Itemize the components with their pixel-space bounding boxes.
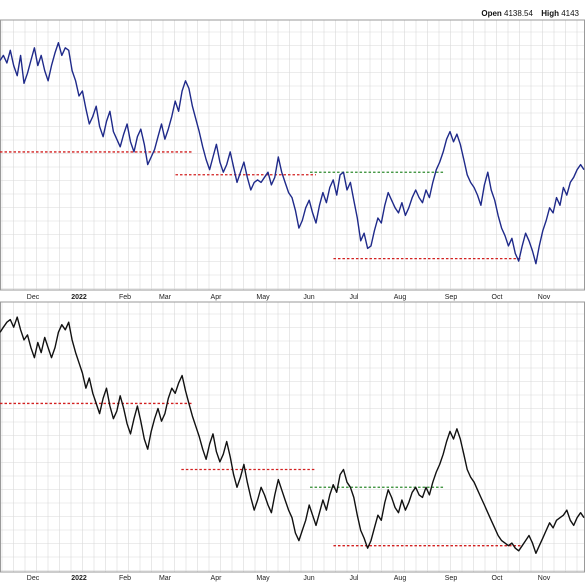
x-tick-label: Mar [159,294,172,301]
series-line [0,42,585,265]
x-tick-label: Feb [119,294,131,301]
x-tick-label: 2022 [71,575,87,582]
high-label: High [541,9,559,18]
x-tick-label: May [256,575,270,582]
series-line [0,316,585,554]
x-tick-label: Apr [211,575,223,582]
x-tick-label: Oct [492,294,503,301]
x-tick-label: Mar [159,575,172,582]
x-tick-label: Aug [394,294,407,301]
x-tick-label: Aug [394,575,407,582]
x-tick-label: Dec [27,294,40,301]
panel-border [0,19,585,291]
x-tick-label: Jun [303,575,314,582]
x-tick-label: Nov [538,294,551,301]
x-tick-label: May [256,294,270,301]
x-tick-label: 2022 [71,294,87,301]
x-tick-label: Sep [445,575,458,582]
x-tick-label: Apr [211,294,223,301]
open-label: Open [481,9,502,18]
x-tick-label: Sep [445,294,458,301]
x-tick-label: Jul [350,575,359,582]
x-tick-label: Jul [350,294,359,301]
x-tick-label: Dec [27,575,40,582]
x-tick-label: Jun [303,294,314,301]
x-tick-label: Nov [538,575,551,582]
open-value: 4138.54 [504,9,533,18]
x-tick-label: Oct [492,575,503,582]
high-value: 4143 [561,9,579,18]
ohlc-header: Open 4138.54 High 4143 [481,9,585,18]
x-tick-label: Feb [119,575,131,582]
